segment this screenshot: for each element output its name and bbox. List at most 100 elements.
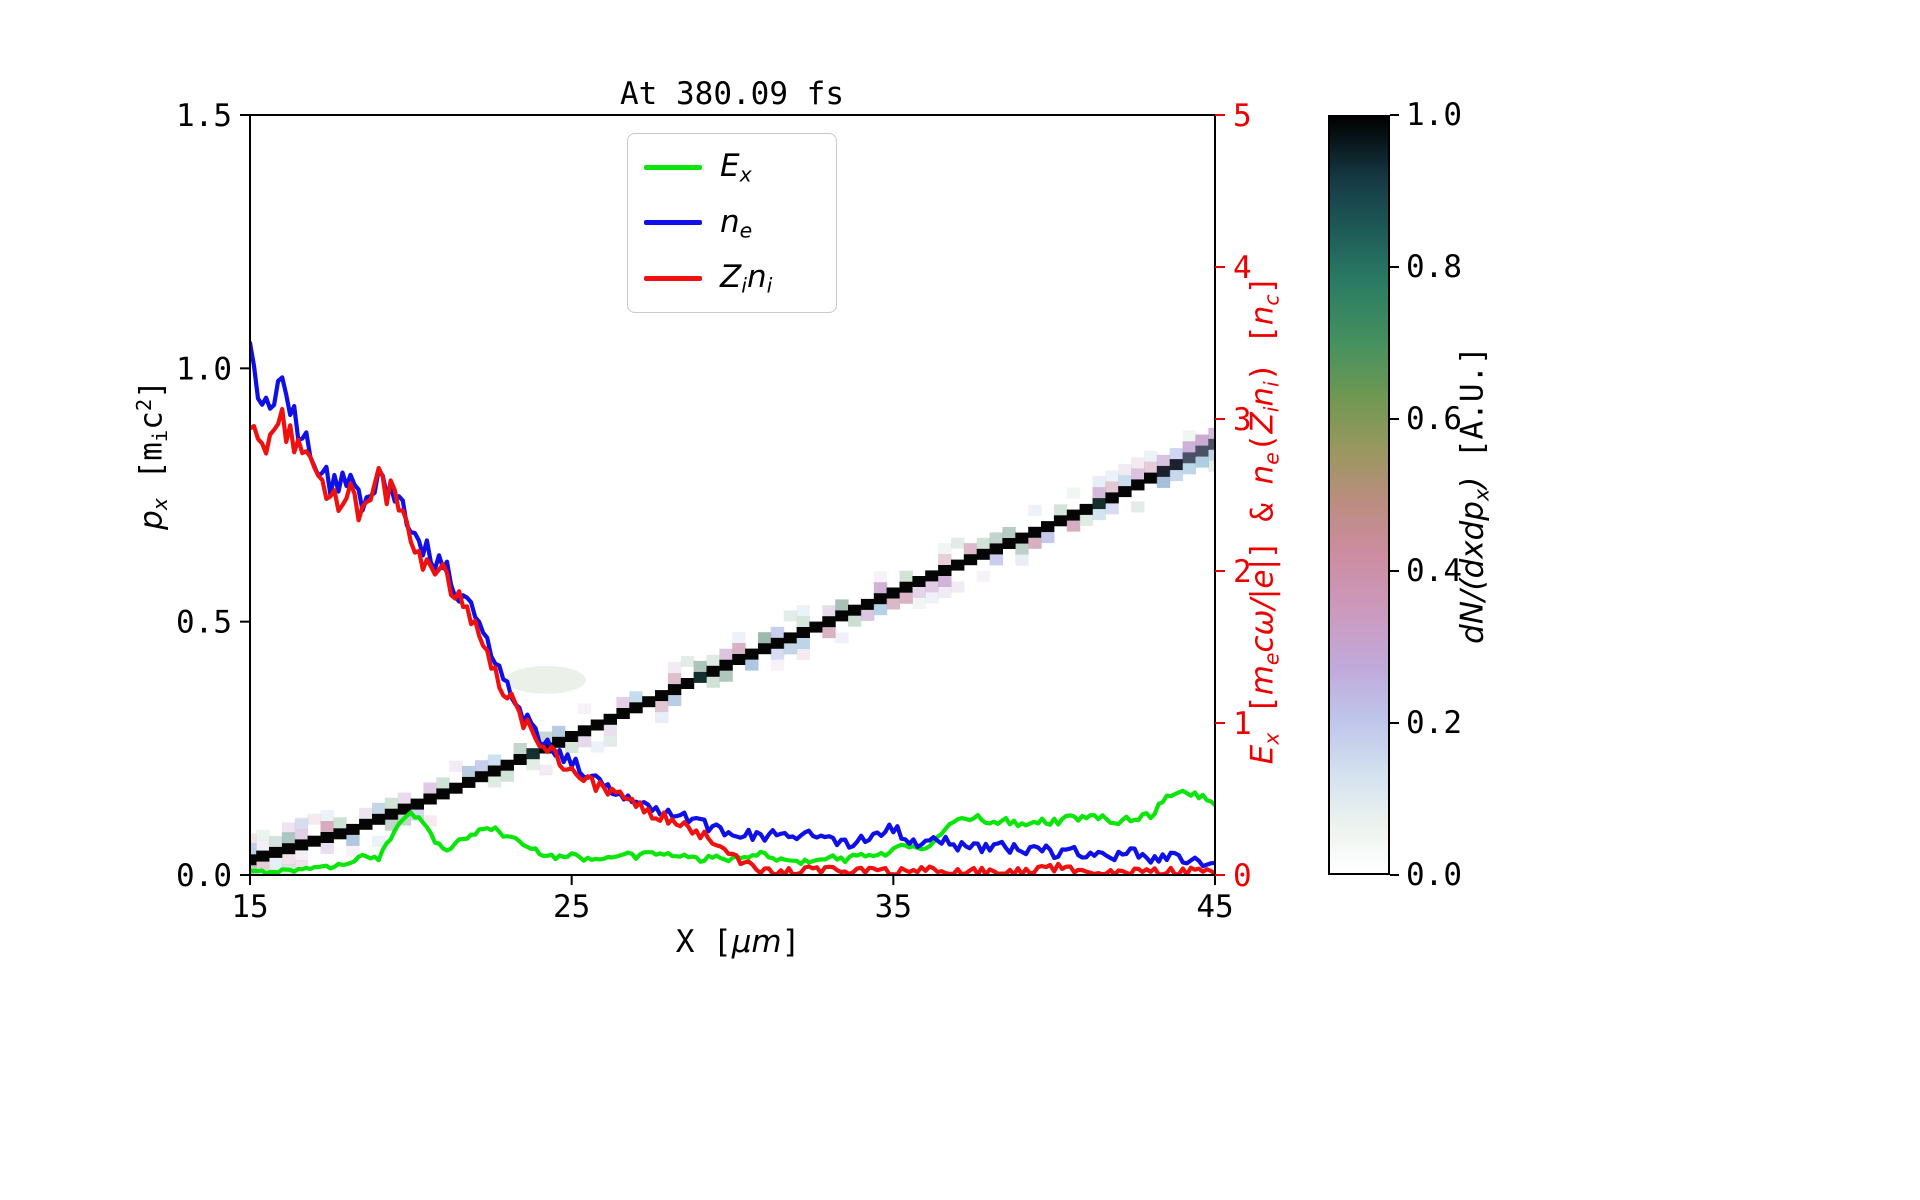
heatmap-cell [1169,448,1184,460]
heatmap-cell [436,788,450,800]
heatmap-cell [860,609,875,621]
label-segment: n [1244,305,1281,326]
label-segment: 2 [132,398,157,412]
label-segment: i [766,273,773,298]
heatmap-cell [1195,434,1209,446]
heatmap-cell [796,616,810,627]
heatmap-cell [269,846,283,858]
heatmap-cell [732,654,746,665]
heatmap-cell [693,671,707,683]
heatmap-cell [397,792,412,804]
heatmap-cell [848,615,862,627]
heatmap-cell [706,665,720,677]
legend-entry: Ex [628,148,836,187]
heatmap-cell [372,835,386,847]
heatmap-cell [1208,427,1215,439]
heatmap-cell [269,857,283,869]
heatmap-cell [1028,537,1042,549]
heatmap-cell [770,648,785,660]
y-right-tick-label: 0 [1233,858,1252,894]
heatmap-cell [745,659,759,671]
heatmap-cell [474,771,489,783]
heatmap-cell [384,819,399,831]
heatmap-cell [1092,498,1106,510]
heatmap-cell [745,648,759,660]
heatmap-cell [770,659,785,671]
heatmap-cell [912,587,926,598]
heatmap-cell [513,754,527,765]
heatmap-cell [462,776,476,788]
heatmap-cell [758,632,772,644]
legend-label: ne [720,204,752,243]
plot-border [249,114,1216,876]
heatmap-cell [281,853,296,865]
heatmap-cell [436,777,450,789]
heatmap-cell [925,570,939,582]
heatmap-cell [1131,457,1145,469]
y-right-tick-label: 4 [1233,250,1252,286]
heatmap-cell [732,632,746,643]
heatmap-cell [294,817,309,829]
heatmap-cell [1118,475,1132,487]
heatmap-cell [603,735,617,747]
heatmap-cell [873,571,888,583]
heatmap-cell [1066,520,1081,532]
heatmap-cell [474,760,489,772]
heatmap-cell [410,798,424,810]
heatmap-cell [256,861,270,873]
heatmap-cell [642,696,656,708]
label-segment: cω/|e| [1244,559,1281,653]
phase-space-heatmap [250,427,1215,875]
heatmap-cell [835,610,849,622]
heatmap-cell [976,548,991,560]
heatmap-cell [294,839,309,851]
label-segment: x [147,498,172,511]
heatmap-cell [667,684,682,696]
heatmap-cell [1015,554,1029,566]
heatmap-cell [1092,487,1106,499]
label-segment: i [1259,406,1284,413]
legend-entry: ne [628,204,836,243]
heatmap-cell [397,803,412,815]
label-segment: ] [133,380,170,399]
heatmap-cell [719,670,733,682]
heatmap-cell [951,581,965,593]
heatmap-cell [590,741,605,753]
heatmap-cell [1041,521,1055,533]
colorbar-tick-label: 0.4 [1406,553,1462,589]
heatmap-cell [384,797,399,809]
heatmap-cell [320,832,334,843]
heatmap-cell [500,770,514,782]
heatmap-cell [1182,430,1196,442]
heatmap-cell [1105,470,1119,482]
heatmap-cell [1182,452,1196,464]
label-segment: p [133,510,170,530]
heatmap-cell [250,843,257,855]
heatmap-cell [1092,509,1106,521]
heatmap-cell [423,815,437,827]
heatmap-cell [294,828,309,840]
heatmap-cell [1144,461,1158,473]
label-segment: E [1244,744,1281,765]
y-right-tick-label: 2 [1233,554,1252,590]
heatmap-cell [1182,463,1196,475]
heatmap-cell [539,731,553,743]
heatmap-cell [1028,526,1042,538]
series-line-Ex [250,788,1215,875]
colorbar-tick-label: 0.0 [1406,857,1462,893]
y-right-tick-label: 1 [1233,706,1252,742]
heatmap-cell [410,809,424,821]
heatmap-cell [320,810,334,821]
heatmap-cell [938,587,952,598]
heatmap-cell [359,818,373,830]
heatmap-cell [719,648,733,660]
heatmap-cell [577,725,592,737]
heatmap-cell [796,649,810,660]
heatmap-cell [822,605,836,617]
label-segment: ] & [1244,484,1281,560]
colorbar-tick-mark [1390,266,1399,268]
heatmap-cell [706,676,720,688]
heatmap-cell [796,627,810,638]
heatmap-cell [938,576,952,587]
